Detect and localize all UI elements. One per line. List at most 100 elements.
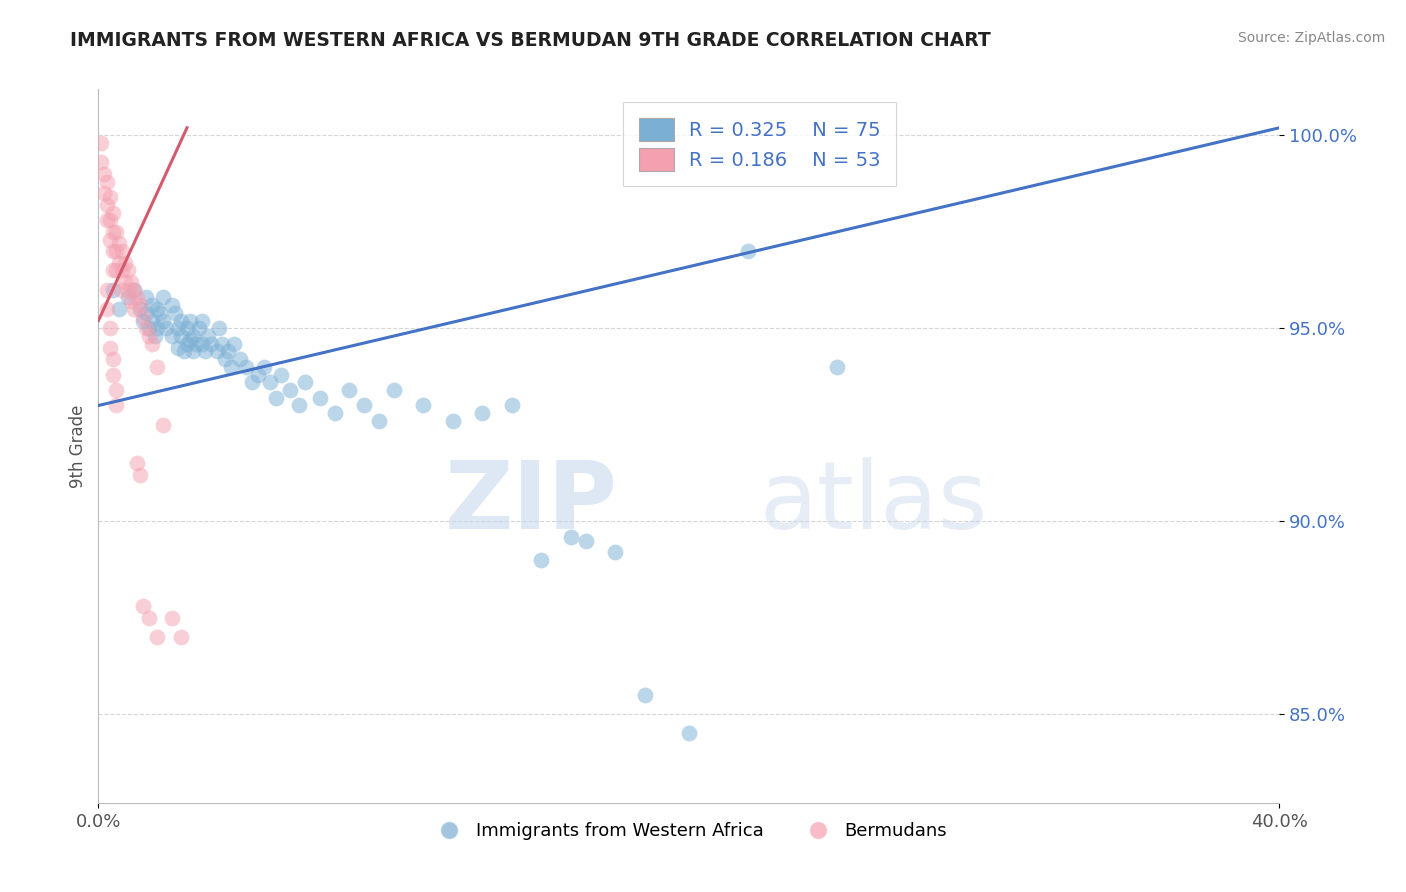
Point [146,301,169,316]
Point [108,236,131,251]
Point [146,321,169,335]
Point [170,630,193,644]
Point [173,344,195,359]
Point [128,301,150,316]
Point [270,368,292,382]
Point [471,406,494,420]
Point [176,321,198,335]
Point [105,244,128,259]
Point [103,368,125,382]
Point [105,399,128,413]
Point [120,294,142,309]
Point [191,313,214,327]
Point [339,383,361,397]
Point [96,301,118,316]
Point [96,175,118,189]
Point [382,383,405,397]
Point [149,306,172,320]
Point [191,336,214,351]
Point [634,688,657,702]
Point [167,321,190,335]
Point [138,321,160,335]
Point [135,321,157,335]
Point [221,359,243,374]
Point [111,263,134,277]
Point [90,136,112,151]
Legend: Immigrants from Western Africa, Bermudans: Immigrants from Western Africa, Bermudan… [423,815,955,847]
Y-axis label: 9th Grade: 9th Grade [69,404,87,488]
Point [138,329,160,343]
Point [179,333,201,347]
Point [181,329,204,343]
Point [240,376,263,390]
Point [90,155,112,169]
Point [323,406,346,420]
Point [208,321,231,335]
Point [170,329,193,343]
Point [138,610,160,624]
Point [412,399,434,413]
Point [152,313,174,327]
Point [170,313,193,327]
Point [132,310,155,324]
Point [825,359,848,374]
Point [224,336,246,351]
Text: ZIP: ZIP [446,457,619,549]
Point [368,414,391,428]
Point [135,306,157,320]
Point [143,329,166,343]
Point [105,225,128,239]
Point [96,213,118,227]
Point [103,283,125,297]
Point [98,233,121,247]
Point [122,283,145,297]
Point [280,383,302,397]
Point [93,167,115,181]
Text: Source: ZipAtlas.com: Source: ZipAtlas.com [1237,31,1385,45]
Point [309,391,332,405]
Point [141,298,163,312]
Point [737,244,759,259]
Point [108,256,131,270]
Point [259,376,281,390]
Point [114,275,136,289]
Point [98,341,121,355]
Point [105,263,128,277]
Point [678,726,700,740]
Point [264,391,287,405]
Point [176,336,198,351]
Point [165,306,187,320]
Point [98,190,121,204]
Point [501,399,523,413]
Point [200,336,222,351]
Point [132,599,155,613]
Point [111,283,134,297]
Point [530,553,553,567]
Point [108,301,131,316]
Point [103,352,125,367]
Point [103,225,125,239]
Point [441,414,464,428]
Point [132,313,155,327]
Point [288,399,311,413]
Point [246,368,269,382]
Point [152,417,174,432]
Point [103,263,125,277]
Point [152,291,174,305]
Point [111,244,134,259]
Point [179,313,201,327]
Point [98,321,121,335]
Point [128,467,150,482]
Point [560,530,582,544]
Point [122,301,145,316]
Point [194,344,217,359]
Point [141,336,163,351]
Point [117,283,139,297]
Point [181,344,204,359]
Point [253,359,276,374]
Point [93,186,115,201]
Point [122,283,145,297]
Point [205,344,228,359]
Point [214,352,236,367]
Point [605,545,627,559]
